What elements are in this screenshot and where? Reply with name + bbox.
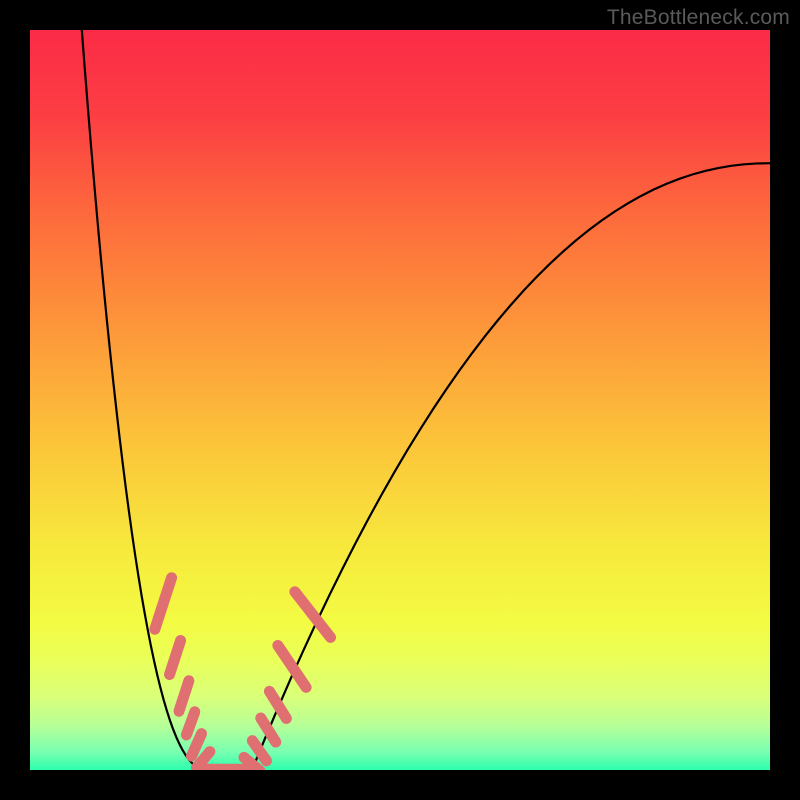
curve-marker-group: [194, 764, 252, 770]
chart-frame: TheBottleneck.com: [0, 0, 800, 800]
plot-area: [30, 30, 770, 770]
curve-marker: [194, 764, 252, 770]
bottleneck-chart-svg: [30, 30, 770, 770]
watermark-text: TheBottleneck.com: [607, 6, 790, 30]
gradient-background: [30, 30, 770, 770]
